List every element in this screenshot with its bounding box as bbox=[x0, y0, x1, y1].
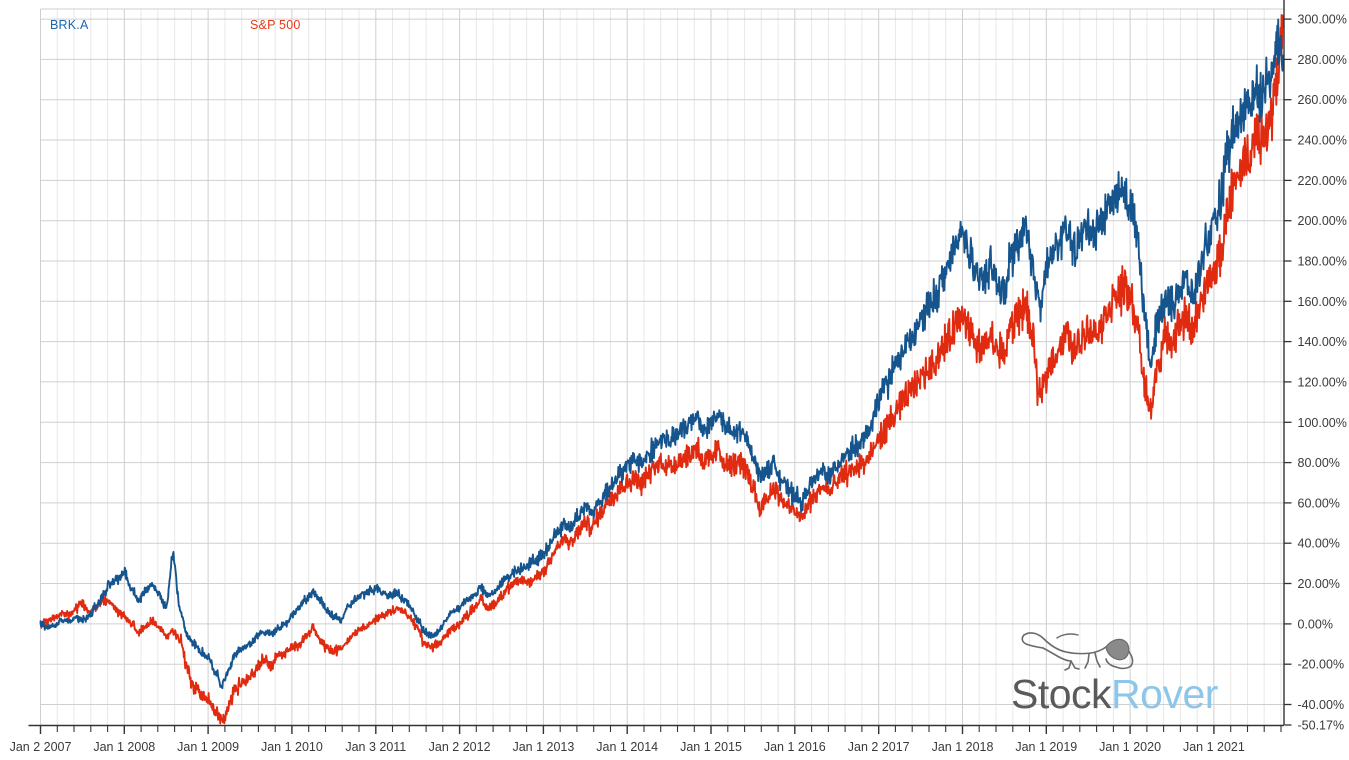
x-tick-label: Jan 1 2010 bbox=[261, 740, 323, 754]
series-lines bbox=[39, 14, 1285, 725]
y-tick-label: 120.00% bbox=[1298, 375, 1347, 389]
y-tick-label: 160.00% bbox=[1298, 295, 1347, 309]
y-axis-ticks: 300.00% 280.00% 260.00% 240.00% 220.00% 200.0… bbox=[1284, 13, 1347, 733]
x-tick-label: Jan 1 2013 bbox=[512, 740, 574, 754]
x-tick-label: Jan 2 2017 bbox=[848, 740, 910, 754]
x-tick-label: Jan 1 2021 bbox=[1183, 740, 1245, 754]
legend-item-brka[interactable]: BRK.A bbox=[50, 18, 89, 32]
y-tick-label: 260.00% bbox=[1298, 93, 1347, 107]
y-tick-label: 60.00% bbox=[1298, 496, 1340, 510]
legend-item-sp500[interactable]: S&P 500 bbox=[250, 18, 301, 32]
y-tick-label: 240.00% bbox=[1298, 134, 1347, 148]
x-tick-label: Jan 1 2020 bbox=[1099, 740, 1161, 754]
x-tick-label: Jan 1 2016 bbox=[764, 740, 826, 754]
y-tick-label: 0.00% bbox=[1298, 617, 1333, 631]
x-axis-ticks: Jan 2 2007 Jan 1 2008 Jan 1 2009 Jan 1 2010… bbox=[10, 726, 1282, 754]
y-tick-label: 20.00% bbox=[1298, 577, 1340, 591]
y-tick-label: 100.00% bbox=[1298, 416, 1347, 430]
minor-gridlines bbox=[56, 9, 1282, 725]
x-tick-label: Jan 1 2019 bbox=[1015, 740, 1077, 754]
series-line-sp500 bbox=[39, 14, 1285, 725]
y-tick-label: 200.00% bbox=[1298, 214, 1347, 228]
y-tick-label: -40.00% bbox=[1298, 698, 1345, 712]
y-tick-label: 220.00% bbox=[1298, 174, 1347, 188]
x-tick-label: Jan 2 2012 bbox=[429, 740, 491, 754]
x-tick-label: Jan 1 2009 bbox=[177, 740, 239, 754]
y-tick-label: 140.00% bbox=[1298, 335, 1347, 349]
x-tick-label: Jan 1 2014 bbox=[596, 740, 658, 754]
x-tick-label: Jan 1 2015 bbox=[680, 740, 742, 754]
y-tick-label: 280.00% bbox=[1298, 53, 1347, 67]
x-tick-label: Jan 3 2011 bbox=[345, 740, 406, 754]
series-line-brka bbox=[39, 18, 1285, 690]
y-tick-label: -20.00% bbox=[1298, 658, 1345, 672]
x-tick-label: Jan 2 2007 bbox=[10, 740, 72, 754]
y-tick-label: 300.00% bbox=[1298, 13, 1347, 27]
x-tick-label: Jan 1 2008 bbox=[93, 740, 155, 754]
axis-lines bbox=[28, 0, 1285, 727]
y-tick-label: 180.00% bbox=[1298, 255, 1347, 269]
y-tick-label: 40.00% bbox=[1298, 537, 1340, 551]
y-tick-label: 80.00% bbox=[1298, 456, 1340, 470]
y-tick-label: -50.17% bbox=[1298, 719, 1345, 733]
x-tick-label: Jan 1 2018 bbox=[932, 740, 994, 754]
